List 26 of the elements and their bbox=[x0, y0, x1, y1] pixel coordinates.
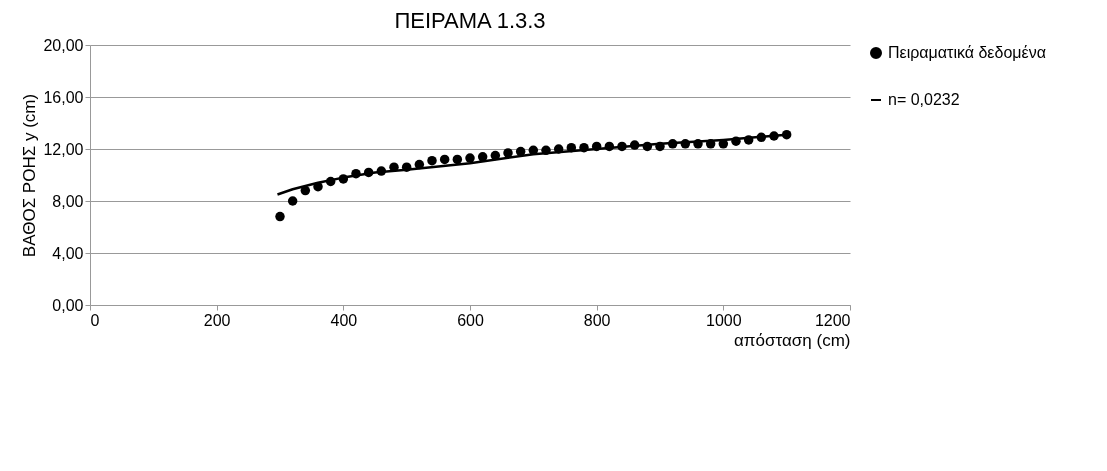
x-tick-label: 200 bbox=[203, 311, 231, 329]
point bbox=[287, 196, 298, 206]
y-tick-label: 20,00 bbox=[43, 36, 84, 54]
x-axis-title: απόσταση (cm) bbox=[734, 330, 851, 350]
y-tick-label: 16,00 bbox=[43, 88, 84, 106]
x-tick-label: 800 bbox=[583, 311, 611, 329]
x-tick-label: 1200 bbox=[814, 311, 851, 329]
legend-label: Πειραματικά δεδομένα bbox=[888, 44, 1046, 61]
point bbox=[439, 154, 450, 165]
chart-title: ΠΕΙΡΑΜΑ 1.3.3 bbox=[394, 8, 546, 33]
legend-label: n= 0,0232 bbox=[888, 91, 960, 108]
x-tick-label: 600 bbox=[457, 311, 484, 329]
point bbox=[452, 154, 463, 165]
x-tick-label: 400 bbox=[330, 311, 358, 329]
y-axis-title: ΒΑΘΟΣ ΡΟΗΣ y (cm) bbox=[20, 93, 40, 258]
point bbox=[275, 211, 285, 222]
x-tick-label: 1000 bbox=[706, 311, 742, 329]
point bbox=[477, 152, 488, 162]
y-tick-label: 4,00 bbox=[52, 244, 84, 262]
y-tick-label: 0,00 bbox=[52, 296, 84, 314]
x-tick-label: 0 bbox=[90, 311, 100, 329]
point bbox=[465, 153, 475, 163]
y-tick-label: 8,00 bbox=[52, 192, 84, 210]
point bbox=[503, 148, 513, 158]
y-tick-label: 12,00 bbox=[43, 140, 84, 158]
point bbox=[427, 155, 437, 166]
